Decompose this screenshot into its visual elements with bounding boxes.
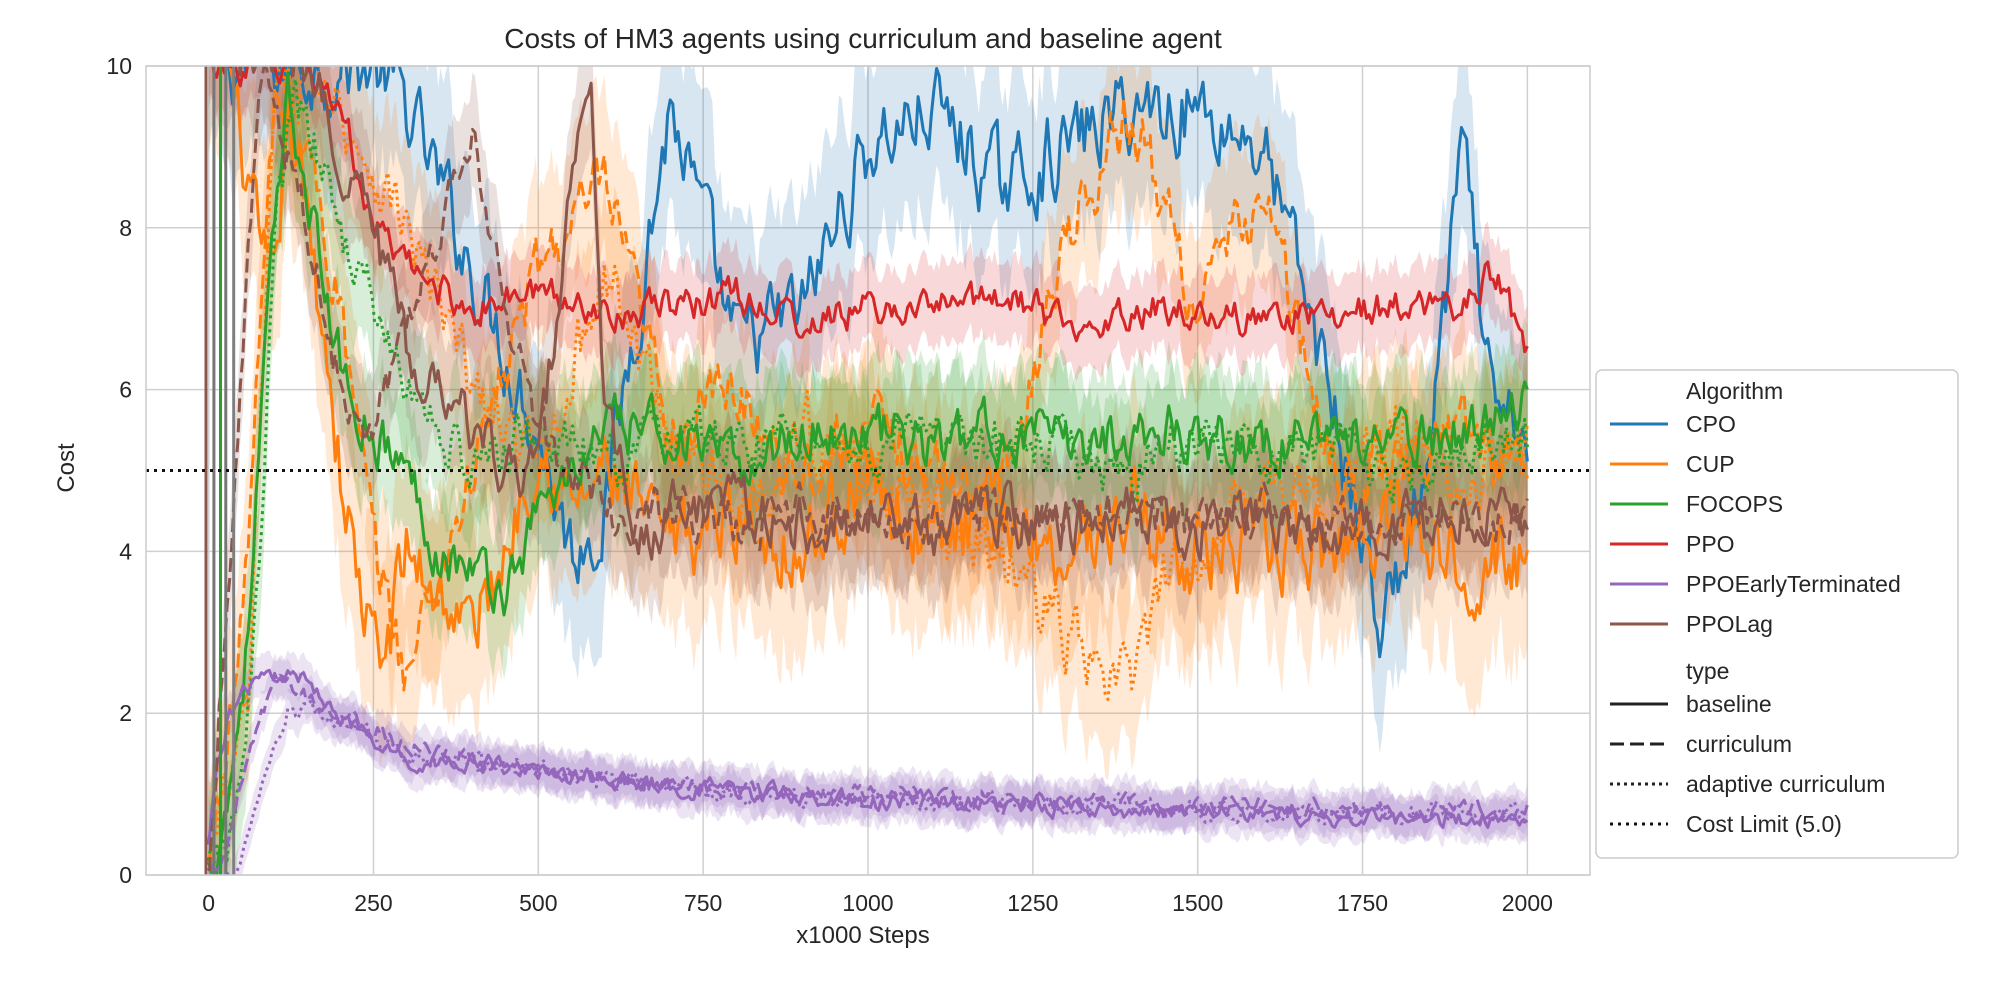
- series-line-cup-adaptive-curriculum: [207, 66, 1529, 866]
- legend-label: curriculum: [1686, 731, 1792, 757]
- x-axis-label: x1000 Steps: [796, 922, 929, 949]
- y-tick-label: 0: [119, 862, 132, 888]
- legend-header-algorithm: Algorithm: [1686, 378, 1783, 404]
- x-tick-label: 0: [202, 890, 215, 916]
- series-line-cpo-baseline: [222, 66, 1529, 659]
- y-tick-label: 10: [106, 53, 132, 79]
- y-tick-label: 6: [119, 377, 132, 403]
- legend-label: FOCOPS: [1686, 491, 1783, 517]
- legend-label: CUP: [1686, 451, 1735, 477]
- legend-label: Cost Limit (5.0): [1686, 811, 1842, 837]
- plot-frame: [145, 65, 1591, 876]
- x-tick-label: 250: [354, 890, 392, 916]
- legend-item-curriculum: curriculum: [1610, 731, 1792, 757]
- legend-label: adaptive curriculum: [1686, 771, 1885, 797]
- confidence-band: [208, 680, 1528, 875]
- y-tick-label: 4: [119, 538, 132, 564]
- confidence-band: [208, 66, 1528, 765]
- legend-items: CPO CUP FOCOPS PPO PPOEarlyTerminated PPOLag b…: [1610, 411, 1901, 837]
- legend-header-type: type: [1686, 658, 1729, 684]
- series-line-ppoearlyterminated-baseline: [207, 668, 1529, 845]
- legend-item-ppoearlyterminated: PPOEarlyTerminated: [1610, 571, 1901, 597]
- legend-item-ppo: PPO: [1610, 531, 1735, 557]
- series-line-ppoearlyterminated-adaptive-curriculum: [207, 698, 1529, 875]
- y-tick-label: 2: [119, 700, 132, 726]
- legend-item-adaptive-curriculum: adaptive curriculum: [1610, 771, 1885, 797]
- legend-label: PPOLag: [1686, 611, 1773, 637]
- legend-item-baseline: baseline: [1610, 691, 1772, 717]
- series-line-ppolag-baseline: [225, 66, 1529, 562]
- legend-item-cup: CUP: [1610, 451, 1735, 477]
- legend-item-focops: FOCOPS: [1610, 491, 1783, 517]
- chart-title: Costs of HM3 agents using curriculum and…: [504, 23, 1222, 54]
- legend-item-ppolag: PPOLag: [1610, 611, 1773, 637]
- legend-label: CPO: [1686, 411, 1736, 437]
- x-tick-label: 1250: [1007, 890, 1058, 916]
- x-tick-label: 750: [684, 890, 722, 916]
- y-axis-label: Cost: [53, 443, 80, 493]
- confidence-band: [208, 653, 1528, 875]
- x-tick-label: 500: [519, 890, 557, 916]
- legend-label: PPO: [1686, 531, 1735, 557]
- series-line-ppolag-curriculum: [207, 66, 1529, 875]
- legend-label: PPOEarlyTerminated: [1686, 571, 1901, 597]
- confidence-band: [208, 66, 1528, 754]
- x-tick-label: 1000: [842, 890, 893, 916]
- legend-box: [1595, 369, 1959, 859]
- line-layer: [204, 66, 1529, 875]
- legend-item-cost-limit-5-0-: Cost Limit (5.0): [1610, 811, 1842, 837]
- tick-layer: 0 250 500 750 1000 1250 1500 1750 2000 0 2 4 6 8 10: [106, 53, 1553, 916]
- y-tick-label: 8: [119, 215, 132, 241]
- x-tick-label: 1750: [1337, 890, 1388, 916]
- series-line-ppo-baseline: [211, 66, 1529, 354]
- legend-item-cpo: CPO: [1610, 411, 1736, 437]
- series-line-cup-curriculum: [207, 89, 1529, 864]
- x-tick-label: 2000: [1502, 890, 1553, 916]
- legend: Algorithm type CPO CUP FOCOPS PPO PPOEarlyTe…: [1595, 369, 1959, 859]
- x-tick-label: 1500: [1172, 890, 1223, 916]
- series-line-ppoearlyterminated-curriculum: [207, 671, 1529, 872]
- legend-label: baseline: [1686, 691, 1772, 717]
- series-line-cup-baseline: [222, 66, 1529, 669]
